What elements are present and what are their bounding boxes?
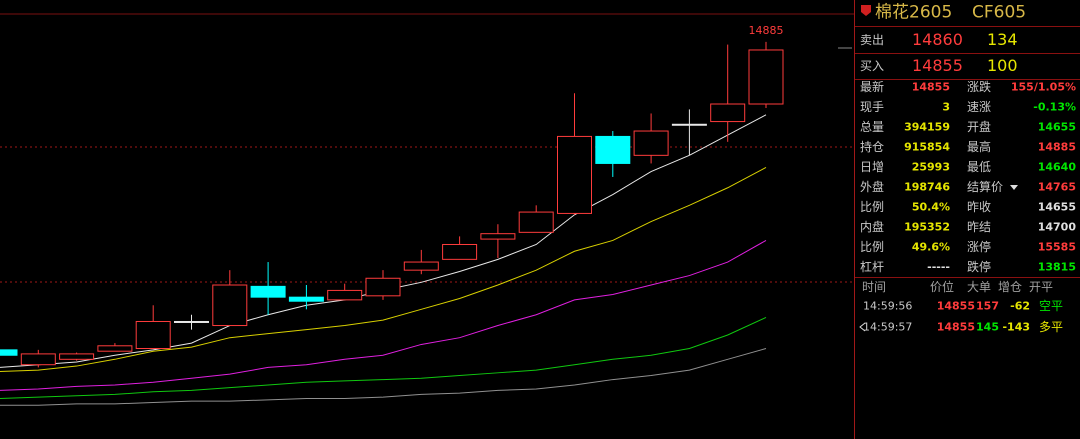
candle-body bbox=[288, 296, 324, 302]
candle-body bbox=[595, 135, 631, 164]
quote-label: 开盘 bbox=[967, 120, 992, 134]
quote-label: 外盘 bbox=[860, 180, 885, 194]
quote-value: ----- bbox=[927, 260, 950, 274]
quote-value: 14640 bbox=[1037, 160, 1076, 174]
quote-value: 50.4% bbox=[911, 200, 950, 214]
quote-value: 195352 bbox=[904, 220, 950, 234]
row-cursor bbox=[859, 322, 866, 332]
quote-value: 14765 bbox=[1037, 180, 1076, 194]
quote-label: 总量 bbox=[860, 120, 885, 134]
trade-cell: 157 bbox=[976, 299, 999, 313]
buy-label: 买入 bbox=[860, 59, 885, 73]
candle-body bbox=[0, 349, 18, 356]
flag-icon bbox=[861, 5, 871, 16]
candle-body bbox=[250, 285, 286, 298]
trade-cell: 14:59:56 bbox=[863, 299, 913, 313]
quote-label: 跌停 bbox=[967, 260, 992, 274]
quote-value: 14885 bbox=[1037, 140, 1076, 154]
moving-average bbox=[0, 348, 767, 406]
candle-body bbox=[518, 211, 554, 233]
candle-body bbox=[327, 289, 363, 301]
quote-panel: 棉花2605 CF605 卖出 14860 134 买入 14855 100 最新 14855 涨跌… bbox=[855, 0, 1080, 439]
separator bbox=[855, 53, 1080, 54]
quote-label: 杠杆 bbox=[860, 260, 885, 274]
dropdown-arrow[interactable] bbox=[1010, 185, 1018, 191]
candle-body bbox=[59, 353, 95, 360]
trade-cell: 145 bbox=[976, 320, 999, 334]
trade-header: 大单 bbox=[967, 280, 992, 294]
trade-cell: 空平 bbox=[1039, 299, 1064, 313]
candle-body bbox=[403, 261, 439, 271]
candle-body bbox=[710, 103, 746, 123]
quote-label: 结算价 bbox=[967, 180, 1004, 194]
quote-value: 25993 bbox=[911, 160, 950, 174]
separator bbox=[855, 277, 1080, 278]
quote-label: 现手 bbox=[860, 100, 885, 114]
candle-body bbox=[97, 345, 133, 352]
quote-value: 49.6% bbox=[911, 240, 950, 254]
moving-average bbox=[0, 240, 767, 391]
quote-value: 14855 bbox=[911, 80, 950, 94]
candle-body bbox=[748, 49, 784, 105]
quote-label: 昨结 bbox=[967, 220, 992, 234]
quote-value: 198746 bbox=[904, 180, 950, 194]
quote-label: 速涨 bbox=[967, 100, 992, 114]
trade-cell: 14:59:57 bbox=[863, 320, 913, 334]
candle-body bbox=[135, 320, 171, 349]
quote-label: 持仓 bbox=[860, 140, 885, 154]
trade-cell: -62 bbox=[1010, 299, 1030, 313]
sell-price: 14860 bbox=[912, 30, 963, 49]
quote-value: 3 bbox=[942, 100, 950, 114]
quote-value: 14700 bbox=[1037, 220, 1076, 234]
trade-cell: 多平 bbox=[1039, 320, 1064, 334]
quote-label: 涨跌 bbox=[967, 80, 992, 94]
sell-volume: 134 bbox=[987, 30, 1018, 49]
candle-body bbox=[480, 233, 516, 240]
quote-label: 昨收 bbox=[967, 200, 992, 214]
candle-body bbox=[671, 123, 707, 126]
moving-average bbox=[0, 316, 767, 399]
quote-label: 涨停 bbox=[967, 240, 992, 254]
candle-body bbox=[365, 277, 401, 297]
separator bbox=[855, 79, 1080, 80]
separator bbox=[855, 26, 1080, 27]
high-label: 14885 bbox=[749, 24, 784, 37]
trade-header: 价位 bbox=[930, 280, 955, 294]
trade-cell: -143 bbox=[1002, 320, 1030, 334]
quote-value: 15585 bbox=[1037, 240, 1076, 254]
buy-price: 14855 bbox=[912, 56, 963, 75]
trade-header: 开平 bbox=[1029, 280, 1054, 294]
quote-label: 比例 bbox=[860, 240, 885, 254]
trade-cell: 14855 bbox=[936, 320, 975, 334]
quote-value: 155/1.05% bbox=[1010, 80, 1076, 94]
quote-label: 最低 bbox=[967, 160, 992, 174]
quote-value: 14655 bbox=[1037, 200, 1076, 214]
candle-body bbox=[174, 320, 209, 323]
quote-label: 内盘 bbox=[860, 220, 885, 234]
quote-label: 比例 bbox=[860, 200, 885, 214]
quote-label: 日增 bbox=[860, 160, 885, 174]
buy-volume: 100 bbox=[987, 56, 1018, 75]
quote-value: 394159 bbox=[904, 120, 950, 134]
moving-average bbox=[0, 167, 767, 372]
sell-label: 卖出 bbox=[860, 33, 885, 47]
quote-value: 915854 bbox=[904, 140, 950, 154]
trade-header: 时间 bbox=[862, 280, 887, 294]
trade-header: 增仓 bbox=[998, 280, 1023, 294]
kline-chart: 14885 bbox=[0, 0, 855, 439]
instrument-name: 棉花2605 bbox=[875, 2, 953, 23]
candle-body bbox=[20, 353, 56, 366]
candle-body bbox=[212, 284, 248, 327]
quote-value: 14655 bbox=[1037, 120, 1076, 134]
quote-value: 13815 bbox=[1037, 260, 1076, 274]
quote-label: 最高 bbox=[967, 140, 992, 154]
trade-cell: 14855 bbox=[936, 299, 975, 313]
instrument-code: CF605 bbox=[972, 2, 1027, 23]
candle-body bbox=[557, 135, 592, 214]
candle-body bbox=[633, 130, 669, 156]
quote-value: -0.13% bbox=[1033, 100, 1076, 114]
quote-label: 最新 bbox=[860, 80, 885, 94]
candle-body bbox=[442, 243, 478, 260]
